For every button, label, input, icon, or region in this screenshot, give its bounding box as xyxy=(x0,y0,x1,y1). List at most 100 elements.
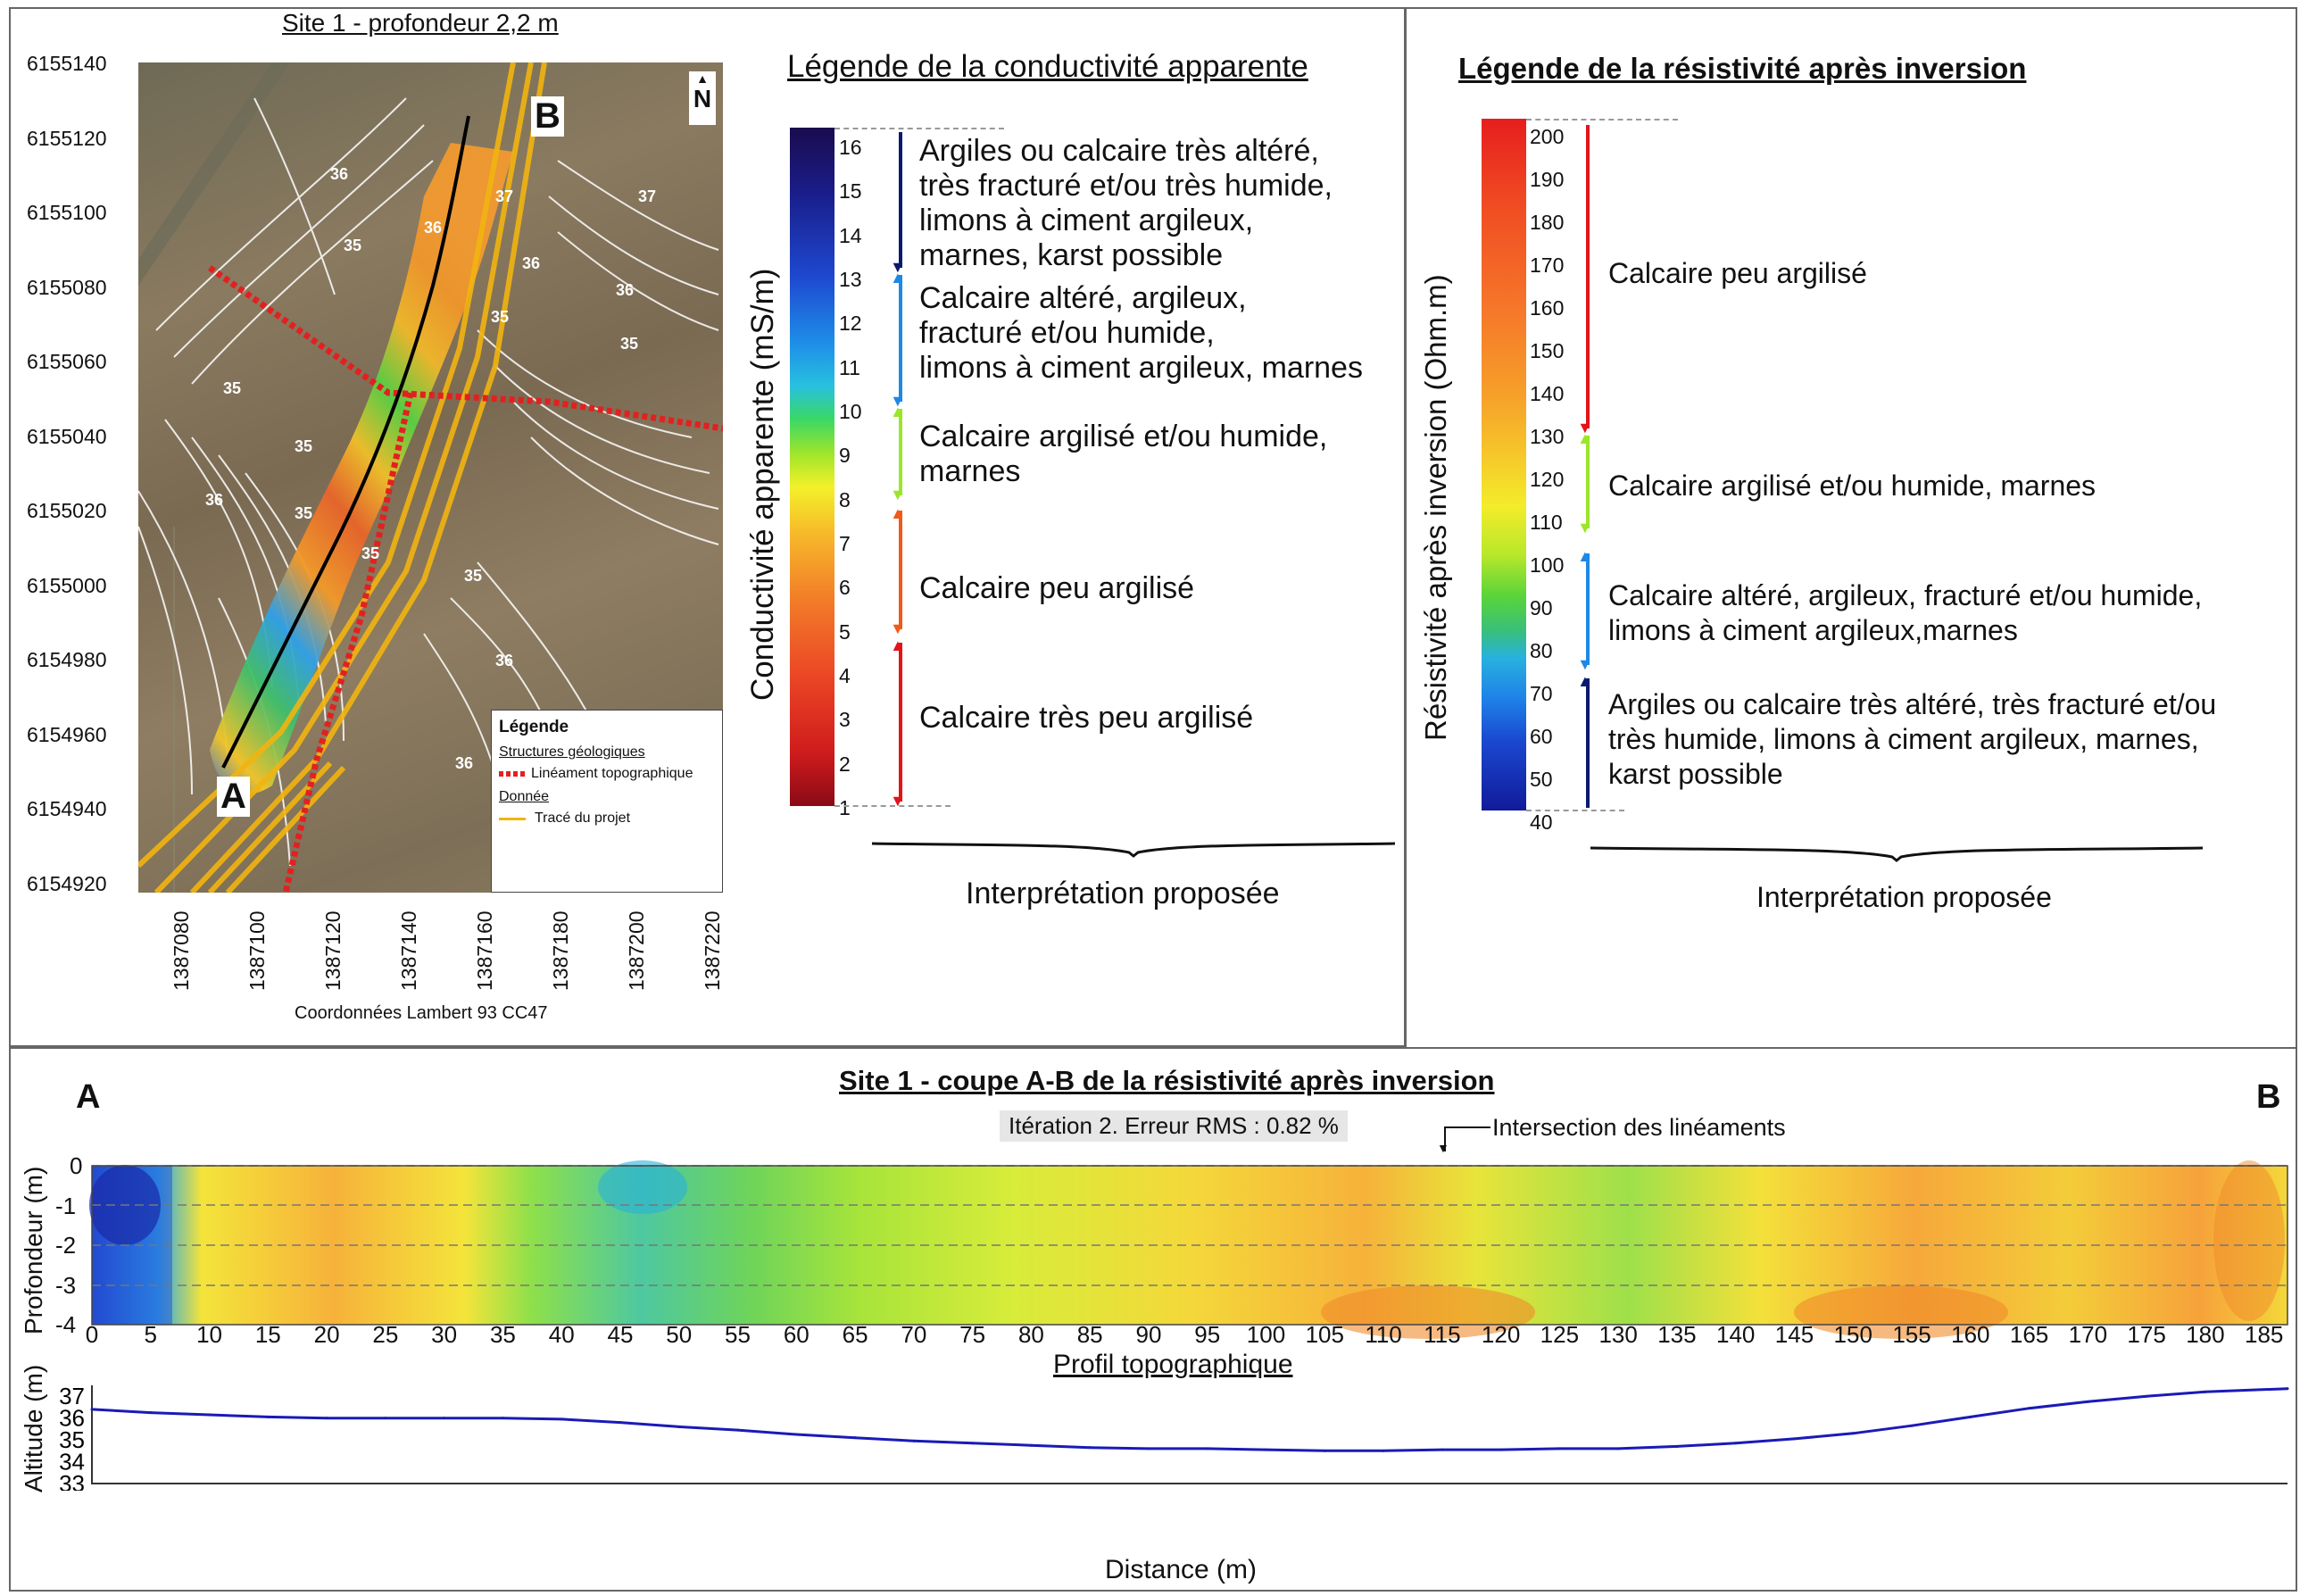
class-text-line: limons à ciment argileux,marnes xyxy=(1608,614,2018,646)
conductivity-tick: 15 xyxy=(839,179,862,204)
res-brace xyxy=(1590,846,2204,862)
section-x-tick: 170 xyxy=(2068,1321,2108,1348)
altitude-point xyxy=(208,1413,212,1417)
section-label-b: B xyxy=(2256,1078,2281,1116)
section-y-tick: -1 xyxy=(55,1192,77,1219)
map-x-tick: 1387220 xyxy=(701,910,724,991)
iteration-badge: Itération 2. Erreur RMS : 0.82 % xyxy=(1000,1110,1348,1142)
contour-label: 35 xyxy=(620,335,639,353)
map-x-caption: Coordonnées Lambert 93 CC47 xyxy=(295,1003,548,1023)
resistivity-tick: 200 xyxy=(1530,125,1565,148)
chart-x-tick: 175 xyxy=(2127,1489,2165,1491)
conductivity-tick: 3 xyxy=(839,708,851,732)
chart-x-tick: 50 xyxy=(666,1489,692,1491)
altitude-point xyxy=(2204,1390,2207,1393)
resistivity-tick: 60 xyxy=(1530,725,1553,748)
class-text-line: marnes, karst possible xyxy=(919,238,1224,272)
chart-x-tick: 160 xyxy=(1951,1489,1989,1491)
resistivity-colorbar xyxy=(1482,119,1526,810)
chart-x-tick: 5 xyxy=(145,1489,157,1491)
intersection-note: Intersection des linéaments xyxy=(1492,1114,1786,1141)
conductivity-class-label: Calcaire argilisé et/ou humide, marnes xyxy=(919,420,1327,489)
map-y-tick: 6155040 xyxy=(27,424,107,448)
resistivity-tick: 70 xyxy=(1530,682,1553,705)
altitude-point xyxy=(1499,1448,1503,1451)
section-x-tick: 160 xyxy=(1951,1321,1990,1348)
resistivity-tick: 160 xyxy=(1530,296,1565,320)
resistivity-class-label: Argiles ou calcaire très altéré, très fr… xyxy=(1608,687,2216,792)
section-x-tick: 70 xyxy=(901,1321,927,1348)
chart-x-tick: 30 xyxy=(431,1489,457,1491)
resistivity-tick: 80 xyxy=(1530,639,1553,662)
chart-x-tick: 25 xyxy=(372,1489,398,1491)
altitude-point xyxy=(1616,1447,1620,1451)
class-text-line: fracturé et/ou humide, xyxy=(919,316,1215,350)
map-x-tick: 1387180 xyxy=(549,910,572,991)
altitude-point xyxy=(1265,1448,1268,1451)
resistivity-class-label: Calcaire peu argilisé xyxy=(1608,256,1867,291)
chart-x-tick: 75 xyxy=(959,1489,985,1491)
map-legend-section-1: Structures géologiques xyxy=(499,744,645,760)
map-x-tick: 1387120 xyxy=(321,910,345,991)
chart-x-tick: 20 xyxy=(314,1489,340,1491)
point-a-label: A xyxy=(217,777,250,817)
res-top-dash xyxy=(1526,119,1678,121)
resistivity-class-arrow-icon xyxy=(1586,553,1590,665)
chart-y-tick: 34 xyxy=(59,1449,85,1475)
section-x-tick: 60 xyxy=(783,1321,810,1348)
chart-title: Profil topographique xyxy=(1053,1350,1293,1379)
arrow-head-down-icon: ▼ xyxy=(1577,519,1593,536)
intersection-arrow-head: ▼ xyxy=(1437,1141,1449,1155)
class-text-line: très humide, limons à ciment argileux, m… xyxy=(1608,723,2199,755)
altitude-point xyxy=(1382,1449,1385,1452)
contour-label: 36 xyxy=(330,165,349,183)
map-y-tick: 6155140 xyxy=(27,52,107,75)
contour-label: 35 xyxy=(295,504,313,522)
section-x-tick: 115 xyxy=(1424,1321,1461,1348)
section-x-tick: 35 xyxy=(489,1321,516,1348)
lineament-symbol-icon xyxy=(499,771,526,777)
resistivity-tick: 130 xyxy=(1530,425,1565,448)
altitude-point xyxy=(2145,1394,2148,1398)
altitude-point xyxy=(1557,1447,1561,1451)
section-x-tick: 95 xyxy=(1194,1321,1221,1348)
contour-label: 35 xyxy=(491,308,510,326)
resistivity-tick: 50 xyxy=(1530,768,1553,791)
chart-x-tick: 110 xyxy=(1365,1489,1401,1491)
resistivity-tick: 140 xyxy=(1530,382,1565,405)
altitude-point xyxy=(90,1408,94,1411)
class-text-line: Calcaire argilisé et/ou humide, xyxy=(919,420,1328,453)
altitude-point xyxy=(2286,1387,2289,1391)
class-text-line: Calcaire altéré, argileux, fracturé et/o… xyxy=(1608,579,2203,611)
altitude-point xyxy=(560,1417,563,1421)
section-y-tick: -2 xyxy=(55,1232,77,1259)
section-x-tick: 85 xyxy=(1076,1321,1103,1348)
arrow-head-up-icon: ▲ xyxy=(890,403,906,420)
chart-x-tick: 155 xyxy=(1892,1489,1931,1491)
conductivity-tick: 1 xyxy=(839,796,851,819)
conductivity-class-label: Calcaire très peu argilisé xyxy=(919,701,1253,736)
altitude-point xyxy=(149,1411,153,1415)
intersection-arrow-icon xyxy=(1444,1126,1490,1151)
map-y-tick: 6154980 xyxy=(27,648,107,671)
chart-x-tick: 125 xyxy=(1540,1489,1579,1491)
map-legend-item-2: Tracé du projet xyxy=(535,810,631,826)
arrow-head-up-icon: ▲ xyxy=(1577,547,1593,565)
arrow-head-up-icon: ▲ xyxy=(890,504,906,522)
resistivity-tick: 110 xyxy=(1530,511,1563,534)
map-legend-title: Légende xyxy=(499,718,569,736)
altitude-point xyxy=(912,1439,916,1442)
section-x-tick: 15 xyxy=(254,1321,281,1348)
resistivity-tick: 190 xyxy=(1530,168,1565,191)
section-x-tick: 185 xyxy=(2244,1321,2284,1348)
chart-y-tick: 37 xyxy=(59,1383,85,1409)
topographic-profile-chart: 3736353433051015202530354045505560657075… xyxy=(59,1383,2289,1491)
map-y-tick: 6155120 xyxy=(27,126,107,150)
contour-label: 36 xyxy=(495,652,514,669)
section-x-tick: 80 xyxy=(1017,1321,1044,1348)
chart-x-tick: 15 xyxy=(255,1489,281,1491)
resistivity-tick: 150 xyxy=(1530,339,1565,362)
section-x-tick: 150 xyxy=(1833,1321,1872,1348)
map-y-tick: 6154920 xyxy=(27,871,107,895)
map-y-tick: 6154940 xyxy=(27,797,107,820)
